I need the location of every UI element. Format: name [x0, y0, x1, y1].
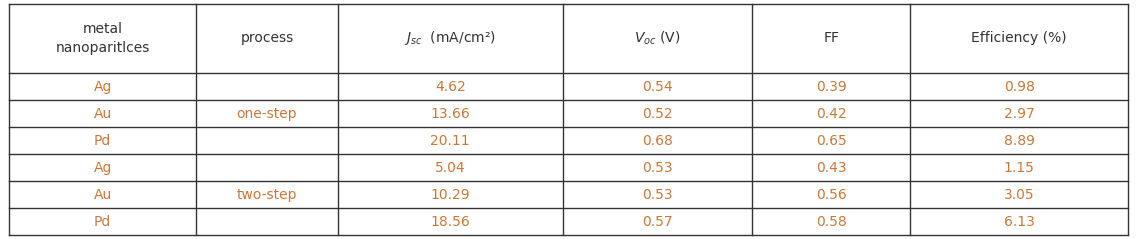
Text: 0.98: 0.98 [1004, 80, 1035, 94]
Text: 0.57: 0.57 [642, 215, 673, 229]
Text: 6.13: 6.13 [1004, 215, 1035, 229]
Text: 0.56: 0.56 [816, 188, 847, 202]
Text: 0.43: 0.43 [816, 161, 847, 175]
Text: Ag: Ag [93, 80, 111, 94]
Text: 1.15: 1.15 [1004, 161, 1035, 175]
Text: 13.66: 13.66 [431, 107, 471, 121]
Text: 4.62: 4.62 [435, 80, 466, 94]
Text: Pd: Pd [94, 134, 111, 148]
Text: one-step: one-step [236, 107, 297, 121]
Text: Ag: Ag [93, 161, 111, 175]
Text: 0.58: 0.58 [816, 215, 847, 229]
Text: process: process [240, 31, 293, 45]
Text: two-step: two-step [236, 188, 297, 202]
Text: $V_{oc}$ (V): $V_{oc}$ (V) [634, 30, 681, 47]
Text: 0.68: 0.68 [642, 134, 673, 148]
Text: 2.97: 2.97 [1004, 107, 1035, 121]
Text: 3.05: 3.05 [1004, 188, 1035, 202]
Text: $J_{sc}$  (mA/cm²): $J_{sc}$ (mA/cm²) [405, 29, 496, 47]
Text: 8.89: 8.89 [1004, 134, 1035, 148]
Text: 0.39: 0.39 [816, 80, 847, 94]
Text: 10.29: 10.29 [431, 188, 470, 202]
Text: 0.42: 0.42 [816, 107, 847, 121]
Text: Pd: Pd [94, 215, 111, 229]
Text: 0.54: 0.54 [642, 80, 673, 94]
Text: 0.53: 0.53 [642, 188, 673, 202]
Text: Au: Au [93, 107, 111, 121]
Text: 20.11: 20.11 [431, 134, 470, 148]
Text: 0.65: 0.65 [816, 134, 847, 148]
Text: 18.56: 18.56 [431, 215, 471, 229]
Text: 5.04: 5.04 [435, 161, 466, 175]
Text: 0.53: 0.53 [642, 161, 673, 175]
Text: Au: Au [93, 188, 111, 202]
Text: Efficiency (%): Efficiency (%) [971, 31, 1067, 45]
Text: 0.52: 0.52 [642, 107, 673, 121]
Text: FF: FF [823, 31, 839, 45]
Text: metal
nanoparitlces: metal nanoparitlces [56, 22, 150, 54]
